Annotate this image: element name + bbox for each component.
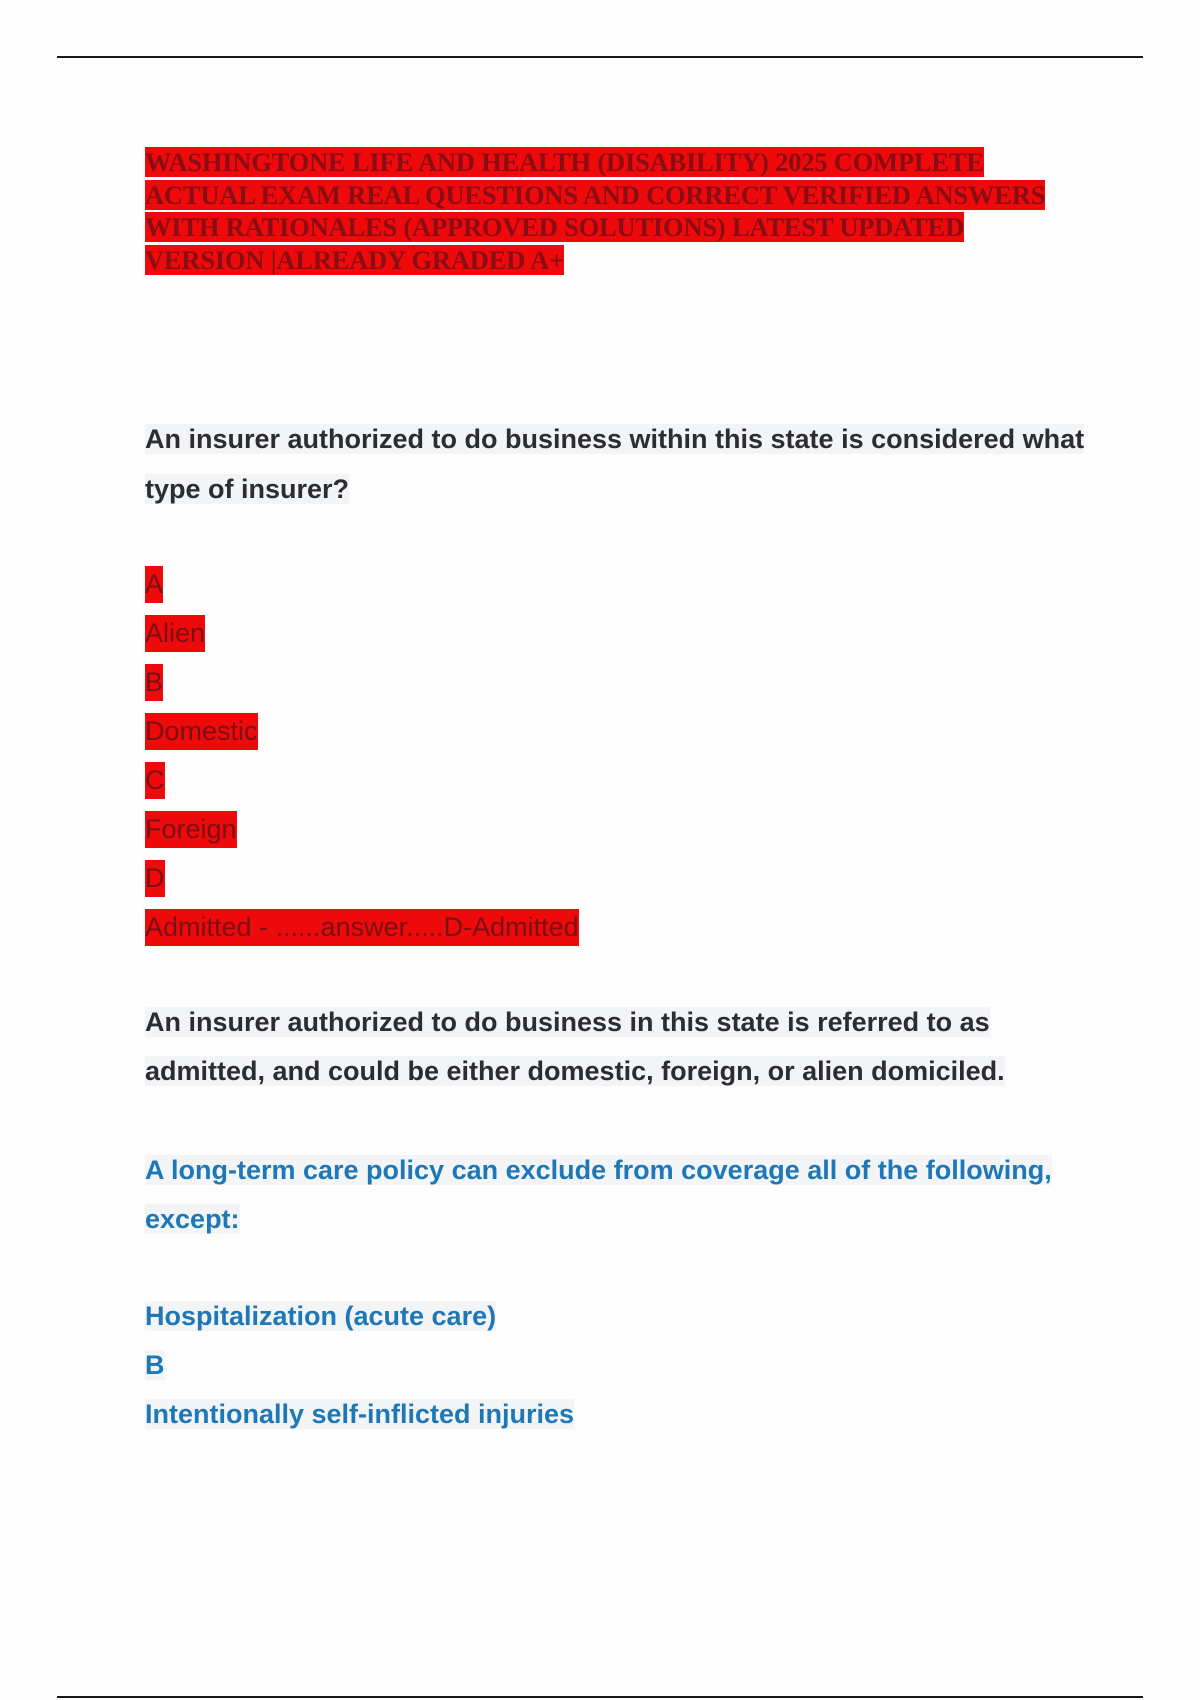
option-letter-b: B — [145, 658, 579, 707]
question-1-explanation: An insurer authorized to do business in … — [145, 1007, 1005, 1086]
question-2-text: A long-term care policy can exclude from… — [145, 1155, 1052, 1234]
option-text-admitted-answer: Admitted - ......answer.....D-Admitted — [145, 903, 579, 952]
header-rule — [57, 56, 1143, 58]
option-text-domestic: Domestic — [145, 707, 579, 756]
question-1-options: A Alien B Domestic C Foreign D Admitted … — [145, 560, 579, 952]
option-text-foreign: Foreign — [145, 805, 579, 854]
option-letter-d: D — [145, 854, 579, 903]
question-1-text: An insurer authorized to do business wit… — [145, 424, 1085, 504]
question-2-options: Hospitalization (acute care) B Intention… — [145, 1292, 575, 1439]
option-text-self-inflicted: Intentionally self-inflicted injuries — [145, 1399, 575, 1429]
footer-rule — [57, 1696, 1143, 1698]
option-text-alien: Alien — [145, 609, 579, 658]
option-letter-a: A — [145, 560, 579, 609]
document-title: WASHINGTONE LIFE AND HEALTH (DISABILITY)… — [145, 147, 1046, 275]
option-letter-b: B — [145, 1350, 165, 1380]
option-text-hospitalization: Hospitalization (acute care) — [145, 1301, 497, 1331]
option-letter-c: C — [145, 756, 579, 805]
